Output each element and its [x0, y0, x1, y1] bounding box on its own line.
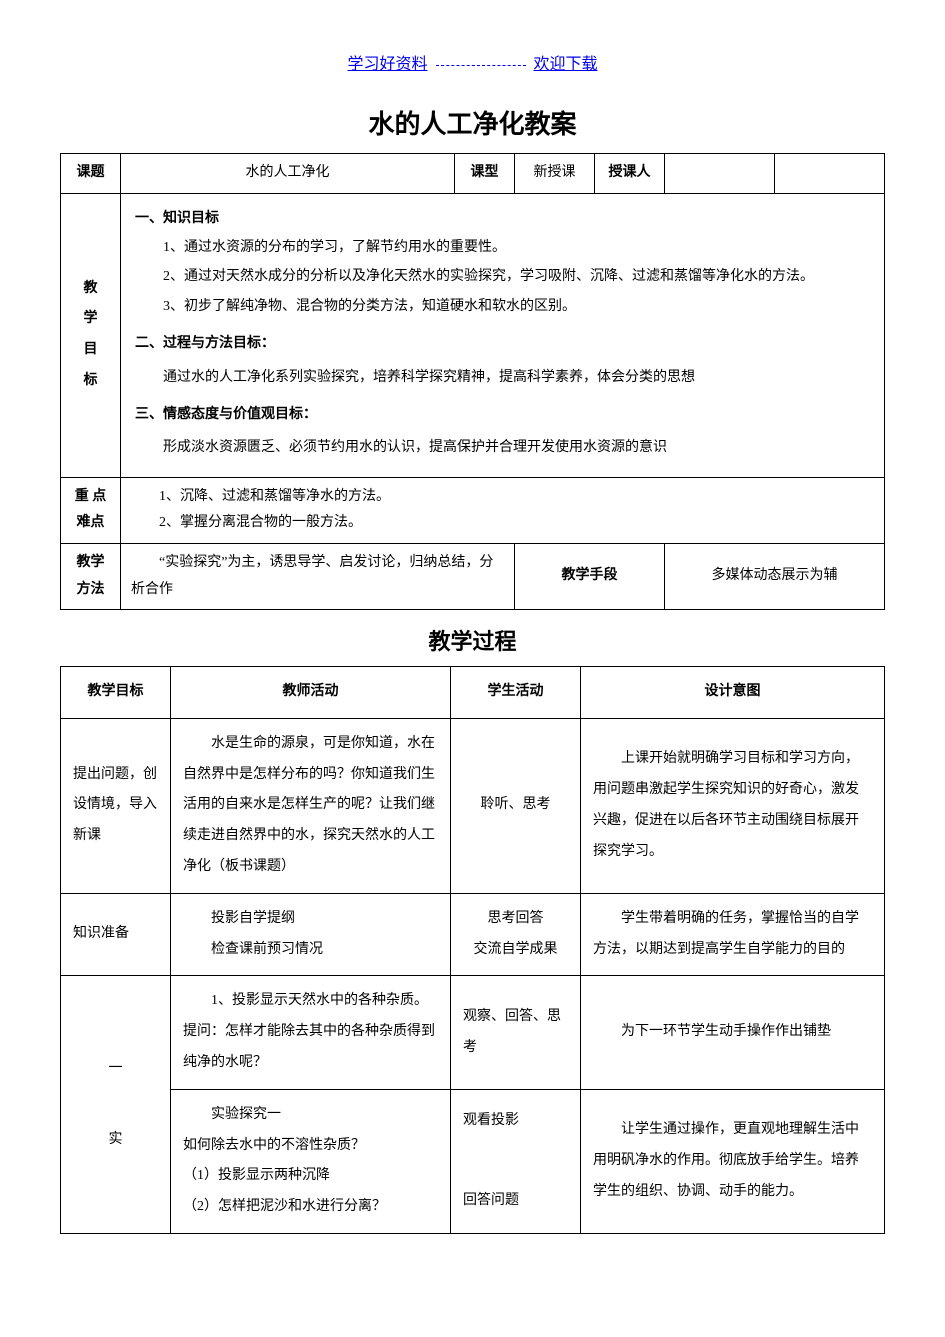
label-classtype: 课型	[455, 154, 515, 194]
label-goals: 教学目标	[61, 193, 121, 477]
goals-s2-head: 二、过程与方法目标：	[135, 329, 870, 358]
keypoints-p2: 2、掌握分离混合物的一般方法。	[131, 510, 874, 537]
goals-s2-p1: 通过水的人工净化系列实验探究，培养科学探究精神，提高科学素养，体会分类的思想	[135, 363, 870, 392]
cell-intent-0: 上课开始就明确学习目标和学习方向，用问题串激起学生探究知识的好奇心，激发兴趣，促…	[581, 718, 885, 893]
cell-student-1-l1: 思考回答	[463, 904, 568, 935]
label-instructor: 授课人	[595, 154, 665, 194]
table-row: 知识准备 投影自学提纲 检查课前预习情况 思考回答 交流自学成果 学生带着明确的…	[61, 893, 885, 976]
meta-table: 课题 水的人工净化 课型 新授课 授课人 教学目标 一、知识目标 1、通过水资源…	[60, 153, 885, 610]
goals-s3-p1: 形成淡水资源匮乏、必须节约用水的认识，提高保护并合理开发使用水资源的意识	[135, 433, 870, 462]
label-method: 教学方法	[61, 543, 121, 609]
meta-row: 课题 水的人工净化 课型 新授课 授课人	[61, 154, 885, 194]
goals-s1-head: 一、知识目标	[135, 204, 870, 233]
header-goal: 教学目标	[61, 667, 171, 719]
cell-student-3-l2: 回答问题	[463, 1186, 568, 1217]
cell-student-1: 思考回答 交流自学成果	[451, 893, 581, 976]
cell-teacher-3: 实验探究一 如何除去水中的不溶性杂质？ （1）投影显示两种沉降 （2）怎样把泥沙…	[171, 1089, 451, 1233]
cell-teacher-0: 水是生命的源泉，可是你知道，水在自然界中是怎样分布的吗？你知道我们生活用的自来水…	[171, 718, 451, 893]
header-student: 学生活动	[451, 667, 581, 719]
cell-goal-1: 知识准备	[61, 893, 171, 976]
means-value: 多媒体动态展示为辅	[665, 543, 885, 609]
keypoints-p1: 1、沉降、过滤和蒸馏等净水的方法。	[131, 484, 874, 511]
cell-intent-3: 让学生通过操作，更直观地理解生活中用明矾净水的作用。彻底放手给学生。培养学生的组…	[581, 1089, 885, 1233]
value-instructor-extra	[775, 154, 885, 194]
goals-row: 教学目标 一、知识目标 1、通过水资源的分布的学习，了解节约用水的重要性。 2、…	[61, 193, 885, 477]
goals-s1-p1: 1、通过水资源的分布的学习，了解节约用水的重要性。	[135, 233, 870, 262]
goals-content: 一、知识目标 1、通过水资源的分布的学习，了解节约用水的重要性。 2、通过对天然…	[121, 193, 885, 477]
label-keypoints: 重 点 难点	[61, 477, 121, 543]
goals-s1-p3: 3、初步了解纯净物、混合物的分类方法，知道硬水和软水的区别。	[135, 292, 870, 321]
table-row: 实验探究一 如何除去水中的不溶性杂质？ （1）投影显示两种沉降 （2）怎样把泥沙…	[61, 1089, 885, 1233]
header-links: 学习好资料 欢迎下载	[60, 50, 885, 74]
label-topic: 课题	[61, 154, 121, 194]
goals-s3-head: 三、情感态度与价值观目标：	[135, 400, 870, 429]
keypoints-row: 重 点 难点 1、沉降、过滤和蒸馏等净水的方法。 2、掌握分离混合物的一般方法。	[61, 477, 885, 543]
header-teacher: 教师活动	[171, 667, 451, 719]
table-row: 提出问题，创设情境，导入新课 水是生命的源泉，可是你知道，水在自然界中是怎样分布…	[61, 718, 885, 893]
cell-teacher-3-l1: 实验探究一	[183, 1100, 438, 1131]
method-row: 教学方法 “实验探究”为主，诱思导学、启发讨论，归纳总结，分析合作 教学手段 多…	[61, 543, 885, 609]
value-instructor	[665, 154, 775, 194]
cell-intent-2: 为下一环节学生动手操作作出铺垫	[581, 976, 885, 1089]
table-row: 一 实 1、投影显示天然水中的各种杂质。提问：怎样才能除去其中的各种杂质得到纯净…	[61, 976, 885, 1089]
page-title: 水的人工净化教案	[60, 104, 885, 141]
cell-teacher-3-l2: 如何除去水中的不溶性杂质？	[183, 1131, 438, 1162]
cell-teacher-2: 1、投影显示天然水中的各种杂质。提问：怎样才能除去其中的各种杂质得到纯净的水呢？	[171, 976, 451, 1089]
cell-student-3-l1: 观看投影	[463, 1106, 568, 1137]
process-table: 教学目标 教师活动 学生活动 设计意图 提出问题，创设情境，导入新课 水是生命的…	[60, 666, 885, 1234]
value-classtype: 新授课	[515, 154, 595, 194]
header-link-materials[interactable]: 学习好资料	[347, 56, 427, 73]
cell-teacher-1-l1: 投影自学提纲	[183, 904, 438, 935]
header-link-download[interactable]: 欢迎下载	[534, 56, 598, 73]
cell-teacher-1-l2: 检查课前预习情况	[183, 935, 438, 966]
label-means: 教学手段	[515, 543, 665, 609]
header-intent: 设计意图	[581, 667, 885, 719]
method-value: “实验探究”为主，诱思导学、启发讨论，归纳总结，分析合作	[121, 543, 515, 609]
process-header-row: 教学目标 教师活动 学生活动 设计意图	[61, 667, 885, 719]
dashed-separator	[436, 65, 526, 66]
cell-intent-1: 学生带着明确的任务，掌握恰当的自学方法，以期达到提高学生自学能力的目的	[581, 893, 885, 976]
goals-s1-p2: 2、通过对天然水成分的分析以及净化天然水的实验探究，学习吸附、沉降、过滤和蒸馏等…	[135, 262, 870, 291]
cell-teacher-3-l4: （2）怎样把泥沙和水进行分离？	[183, 1192, 438, 1223]
cell-student-1-l2: 交流自学成果	[463, 935, 568, 966]
process-title: 教学过程	[60, 624, 885, 656]
cell-teacher-3-l3: （1）投影显示两种沉降	[183, 1161, 438, 1192]
cell-student-3: 观看投影 回答问题	[451, 1089, 581, 1233]
cell-student-2: 观察、回答、思考	[451, 976, 581, 1089]
value-topic: 水的人工净化	[121, 154, 455, 194]
cell-teacher-1: 投影自学提纲 检查课前预习情况	[171, 893, 451, 976]
keypoints-content: 1、沉降、过滤和蒸馏等净水的方法。 2、掌握分离混合物的一般方法。	[121, 477, 885, 543]
cell-student-0: 聆听、思考	[451, 718, 581, 893]
cell-goal-2: 一 实	[61, 976, 171, 1234]
cell-goal-0: 提出问题，创设情境，导入新课	[61, 718, 171, 893]
